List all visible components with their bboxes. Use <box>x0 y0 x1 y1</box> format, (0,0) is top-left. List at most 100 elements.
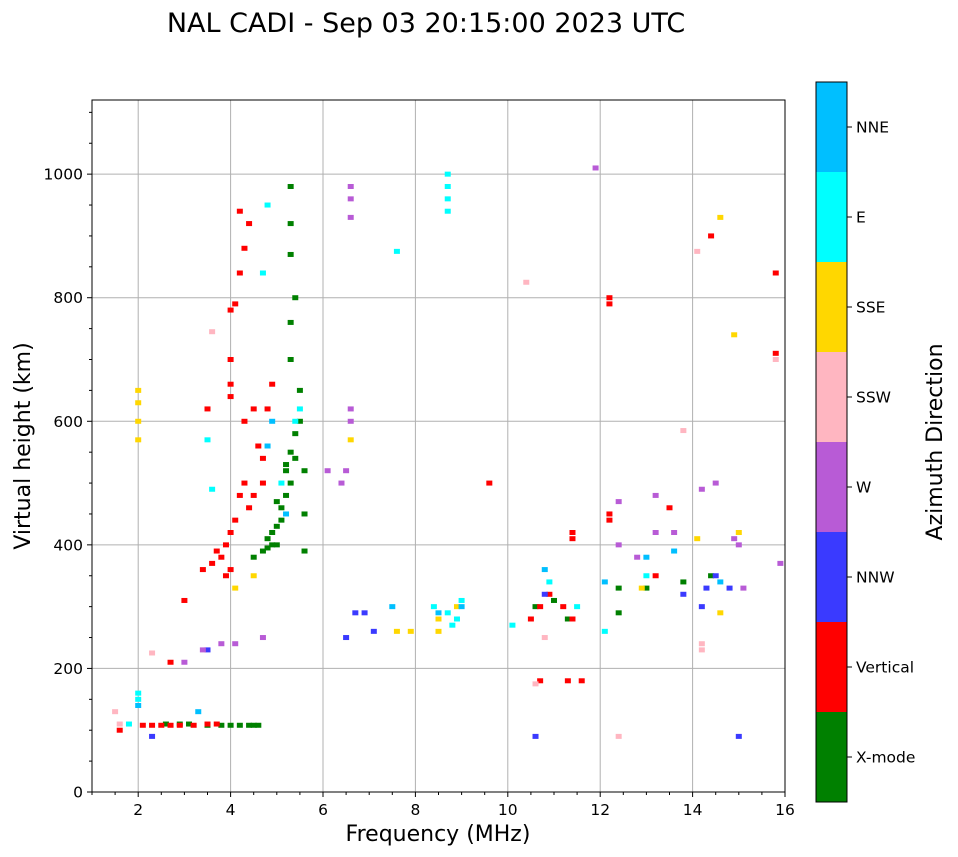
data-point-ssw <box>541 635 548 641</box>
y-tick-label: 200 <box>53 660 83 678</box>
data-point-vertical <box>176 722 183 728</box>
data-point-vertical <box>209 560 216 566</box>
data-point-ssw <box>698 647 705 653</box>
data-point-e <box>449 622 456 628</box>
colorbar: X-mode Vertical NNW W SSW SSE E NNE <box>815 81 915 803</box>
data-point-e <box>444 184 451 189</box>
data-point-vertical <box>116 727 123 733</box>
data-point-nne <box>601 579 608 585</box>
data-point-nnw <box>361 610 368 616</box>
data-point-w <box>652 530 659 535</box>
x-tick-label: 2 <box>133 801 143 819</box>
data-points <box>112 165 784 739</box>
colorbar-label-nnw: NNW <box>856 569 895 587</box>
data-point-w <box>712 480 719 486</box>
data-point-sse <box>347 437 354 443</box>
data-point-ssw <box>149 650 156 656</box>
data-point-vertical <box>222 573 229 579</box>
x-axis-ticks: 2 4 6 8 10 12 14 16 <box>91 792 795 819</box>
y-axis-label: Virtual height (km) <box>11 342 36 549</box>
data-point-w <box>199 647 206 653</box>
data-point-sse <box>407 628 414 634</box>
data-point-nnw <box>703 585 710 591</box>
data-point-sse <box>135 437 142 443</box>
data-point-sse <box>250 573 257 579</box>
data-point-vertical <box>569 536 576 542</box>
data-point-sse <box>135 387 142 393</box>
data-point-vertical <box>158 722 165 728</box>
data-point-sse <box>232 585 239 591</box>
colorbar-swatch <box>816 352 847 442</box>
data-point-nnw <box>352 610 359 616</box>
data-point-vertical <box>199 567 206 573</box>
data-point-vertical <box>204 721 211 727</box>
data-point-vertical <box>227 357 234 362</box>
data-point-x-mode <box>186 721 193 727</box>
data-point-e <box>546 579 553 585</box>
data-point-w <box>181 659 188 665</box>
data-point-x-mode <box>287 449 294 455</box>
colorbar-swatch <box>816 262 847 352</box>
data-point-e <box>393 248 400 254</box>
data-point-vertical <box>606 301 613 307</box>
data-point-vertical <box>232 517 239 523</box>
data-point-sse <box>638 585 645 591</box>
data-point-x-mode <box>283 492 290 498</box>
data-point-x-mode <box>287 357 294 362</box>
x-tick-label: 8 <box>410 801 420 819</box>
data-point-x-mode <box>292 455 299 461</box>
data-point-nne <box>135 703 142 708</box>
colorbar-swatch <box>816 172 847 262</box>
data-point-vertical <box>560 604 567 610</box>
data-point-vertical <box>149 722 156 728</box>
data-point-nne <box>458 604 465 610</box>
data-point-x-mode <box>292 295 299 301</box>
data-point-e <box>509 622 516 628</box>
data-point-sse <box>453 604 460 610</box>
data-point-vertical <box>232 301 239 307</box>
data-point-e <box>278 480 285 486</box>
data-point-nnw <box>680 591 687 597</box>
data-point-vertical <box>569 616 576 622</box>
colorbar-label-vertical: Vertical <box>856 659 914 677</box>
data-point-ssw <box>523 279 530 285</box>
data-point-e <box>296 406 303 412</box>
data-point-e <box>643 573 650 579</box>
data-point-nnw <box>726 585 733 591</box>
data-point-x-mode <box>301 468 308 474</box>
data-point-vertical <box>190 722 197 728</box>
colorbar-swatch <box>816 82 847 172</box>
data-point-x-mode <box>264 545 271 551</box>
data-point-w <box>218 641 225 647</box>
data-point-vertical <box>527 616 534 622</box>
data-point-vertical <box>236 208 243 214</box>
data-point-x-mode <box>218 722 225 728</box>
data-point-sse <box>435 616 442 622</box>
colorbar-label: Azimuth Direction <box>923 343 948 540</box>
data-point-w <box>347 214 354 220</box>
data-point-vertical <box>259 480 266 486</box>
data-point-vertical <box>139 722 146 728</box>
data-point-x-mode <box>680 579 687 585</box>
data-point-x-mode <box>643 585 650 591</box>
data-point-vertical <box>222 542 229 548</box>
data-point-w <box>592 165 599 171</box>
x-tick-label: 12 <box>590 801 610 819</box>
data-point-x-mode <box>301 548 308 554</box>
data-point-x-mode <box>532 604 539 610</box>
data-point-e <box>135 690 142 696</box>
data-point-x-mode <box>301 511 308 517</box>
data-point-sse <box>393 628 400 634</box>
data-point-x-mode <box>287 184 294 189</box>
data-point-nnw <box>541 591 548 597</box>
data-point-x-mode <box>255 722 262 728</box>
colorbar-label-nne: NNE <box>856 119 889 137</box>
data-point-x-mode <box>287 480 294 486</box>
data-point-w <box>347 184 354 189</box>
data-point-vertical <box>241 480 248 486</box>
data-point-w <box>343 468 350 474</box>
colorbar-frame <box>815 81 848 803</box>
data-point-e <box>135 696 142 702</box>
data-point-x-mode <box>250 554 257 560</box>
data-point-ssw <box>116 721 123 727</box>
